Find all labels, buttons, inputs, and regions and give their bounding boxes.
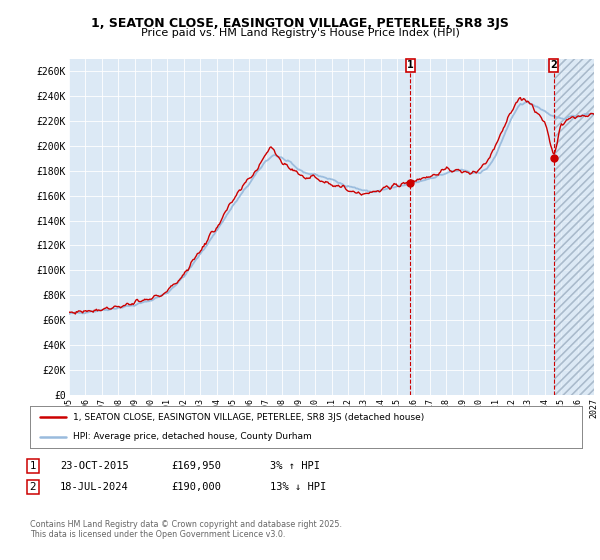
Text: 1: 1 xyxy=(407,60,414,71)
Text: £190,000: £190,000 xyxy=(171,482,221,492)
Bar xyxy=(554,59,594,395)
Bar xyxy=(554,59,594,395)
Text: 18-JUL-2024: 18-JUL-2024 xyxy=(60,482,129,492)
Text: 13% ↓ HPI: 13% ↓ HPI xyxy=(270,482,326,492)
Text: 3% ↑ HPI: 3% ↑ HPI xyxy=(270,461,320,471)
Text: Price paid vs. HM Land Registry's House Price Index (HPI): Price paid vs. HM Land Registry's House … xyxy=(140,28,460,38)
Text: 2: 2 xyxy=(550,60,557,71)
Text: 23-OCT-2015: 23-OCT-2015 xyxy=(60,461,129,471)
Text: £169,950: £169,950 xyxy=(171,461,221,471)
Text: HPI: Average price, detached house, County Durham: HPI: Average price, detached house, Coun… xyxy=(73,432,312,441)
Text: 1, SEATON CLOSE, EASINGTON VILLAGE, PETERLEE, SR8 3JS: 1, SEATON CLOSE, EASINGTON VILLAGE, PETE… xyxy=(91,17,509,30)
Text: Contains HM Land Registry data © Crown copyright and database right 2025.
This d: Contains HM Land Registry data © Crown c… xyxy=(30,520,342,539)
Text: 1: 1 xyxy=(29,461,37,471)
Text: 1, SEATON CLOSE, EASINGTON VILLAGE, PETERLEE, SR8 3JS (detached house): 1, SEATON CLOSE, EASINGTON VILLAGE, PETE… xyxy=(73,413,424,422)
Text: 2: 2 xyxy=(29,482,37,492)
